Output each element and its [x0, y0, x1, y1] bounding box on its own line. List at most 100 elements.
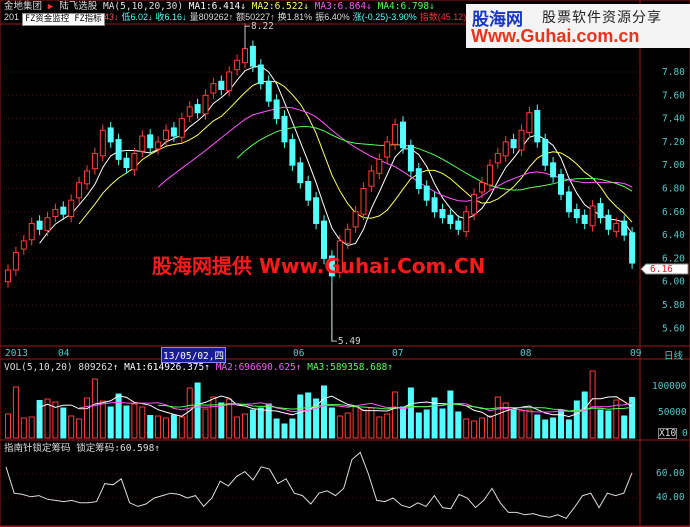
volume-bar-up: [494, 396, 501, 439]
candle-up: [186, 106, 193, 117]
candle-down: [415, 168, 422, 190]
volume-bar-down: [565, 419, 572, 439]
indicator-line: [5, 451, 633, 520]
volume-bar-up: [186, 387, 193, 439]
candle-down: [621, 220, 628, 236]
candle-up: [360, 188, 367, 215]
logo-url: Www.Guhai.com.cn: [471, 26, 640, 46]
volume-bar-down: [123, 405, 130, 439]
popup-item-fund-monitor[interactable]: FZ资金监控: [25, 14, 70, 24]
volume-bar-down: [621, 415, 628, 439]
volume-bar-down: [447, 390, 454, 439]
candle-down: [257, 64, 264, 85]
ma4-value: MA4:6.798↓: [377, 1, 435, 12]
current-price-label: 6.16: [650, 264, 673, 275]
indicator-header: 指南针锁定筹码 锁定筹码:60.598↑: [4, 443, 160, 454]
candle-up: [202, 94, 209, 115]
volume-bar-down: [194, 382, 201, 439]
candle-up: [494, 153, 501, 164]
candle-up: [384, 141, 391, 158]
candle-down: [218, 80, 225, 90]
current-price-tag: [640, 263, 689, 275]
date-label: 06: [293, 348, 305, 359]
volume-bar-up: [518, 410, 525, 439]
volume-bar-down: [455, 411, 462, 439]
volume-bar-down: [281, 423, 288, 439]
volume-bar-down: [321, 385, 327, 439]
candle-down: [170, 127, 177, 137]
candle-up: [52, 208, 59, 217]
price-tick: 6.60: [662, 207, 685, 218]
candle-down: [439, 208, 446, 219]
volume-bar-down: [542, 419, 549, 439]
quote-high: 43↓: [104, 12, 119, 22]
volume-bar-up: [163, 417, 169, 439]
max-price-pointer: [244, 25, 250, 49]
volume-bar-down: [115, 393, 122, 439]
price-tick: 6.20: [662, 253, 685, 264]
candle-up: [242, 48, 248, 64]
volume-bar-up: [84, 397, 90, 439]
candle-down: [289, 139, 296, 166]
indicator-popup[interactable]: FZ资金监控 FZ指标: [22, 13, 105, 26]
date-cursor-label: 13/05/02,四: [161, 347, 226, 363]
price-tick: 7.00: [662, 160, 685, 171]
volume-bar-down: [597, 409, 604, 439]
stock-name[interactable]: 金地集团: [4, 1, 43, 12]
volume-tick: 0: [682, 428, 688, 439]
candle-down: [115, 139, 122, 160]
volume-bar-up: [368, 407, 375, 439]
volume-bar-up: [526, 409, 533, 439]
ma2-value: MA2:6.522↓: [251, 1, 309, 12]
volume-bar-down: [313, 398, 320, 439]
volume-bar-down: [605, 410, 612, 439]
price-ma1-line: [39, 65, 633, 247]
volume-bar-down: [305, 392, 312, 439]
volume-bar-down: [36, 400, 43, 439]
candle-up: [44, 217, 51, 231]
candle-down: [273, 99, 280, 120]
volume-bar-up: [486, 415, 493, 439]
volume-bar-up: [91, 378, 98, 439]
candle-down: [265, 80, 272, 102]
volume-bar-down: [328, 407, 335, 439]
quote-index: 指数(45.12)2: [419, 12, 472, 22]
volume-bar-down: [510, 408, 517, 439]
candle-up: [336, 240, 343, 273]
price-tick: 6.80: [662, 184, 685, 195]
price-ma2-line: [78, 80, 633, 225]
volume-bar-up: [471, 420, 478, 439]
quote-close: 收6.16↓: [155, 12, 187, 22]
volume-header: VOL(5,10,20) 809262↑ MA1:614926.375↑ MA2…: [4, 362, 393, 373]
candle-up: [226, 71, 233, 92]
candle-down: [36, 220, 43, 230]
volume-bar-up: [12, 386, 19, 439]
candle-up: [178, 118, 185, 138]
candle-up: [344, 228, 351, 244]
candle-up: [20, 240, 27, 250]
volume-bar-down: [147, 415, 154, 439]
candle-down: [431, 197, 438, 213]
popup-item-indicator[interactable]: FZ指标: [74, 14, 102, 24]
candle-up: [613, 222, 620, 233]
formula-name[interactable]: 陆飞选股: [59, 1, 98, 12]
candle-down: [455, 220, 462, 230]
candle-down: [542, 139, 549, 166]
candle-up: [68, 199, 75, 217]
candle-up: [131, 153, 138, 171]
volume-tick: 100000: [652, 381, 687, 392]
date-label: 09: [630, 348, 642, 359]
price-tick: 5.80: [662, 300, 685, 311]
volume-bar-up: [131, 403, 138, 439]
period-label[interactable]: 日线: [664, 351, 684, 362]
candle-up: [84, 170, 90, 185]
volume-bar-down: [573, 400, 580, 439]
arrow-icon: ▶: [47, 1, 54, 12]
candle-up: [352, 211, 359, 228]
candle-up: [163, 129, 169, 141]
volume-tick: 50000: [658, 407, 687, 418]
volume-bar-up: [44, 398, 51, 439]
volume-bar-up: [178, 416, 185, 439]
candle-up: [368, 170, 375, 187]
